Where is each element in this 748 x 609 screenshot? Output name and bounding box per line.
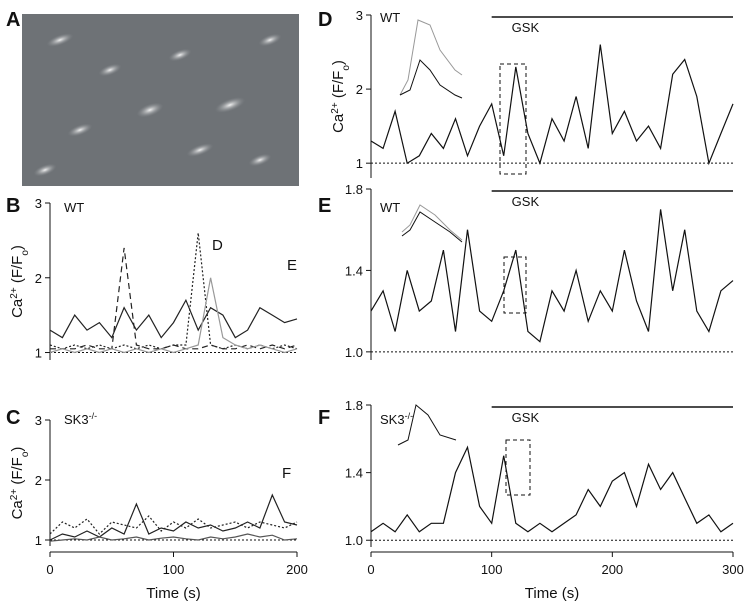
trace [49, 533, 298, 542]
x-tick-label: 0 [367, 562, 374, 577]
trace [49, 277, 298, 354]
x-axis-label: Time (s) [146, 585, 200, 602]
x-tick-label: 100 [163, 562, 185, 577]
y-axis-label: Ca2+ (F/Fo) [330, 60, 352, 133]
y-tick-label: 1.4 [345, 466, 363, 481]
condition-label-part: SK3 [64, 412, 89, 427]
panel-label: D [318, 9, 332, 31]
treatment-label: GSK [512, 194, 540, 209]
y-tick-label: 1.8 [345, 398, 363, 413]
treatment-label: GSK [512, 20, 540, 35]
y-axis-label-part: o [341, 65, 352, 71]
y-axis-label-part: 2+ [9, 287, 20, 299]
inset-trace [401, 204, 463, 241]
panel-label: A [6, 9, 20, 31]
x-tick-label: 300 [722, 562, 744, 577]
zoom-box [499, 63, 527, 175]
panel-label: E [318, 195, 331, 217]
panel-label: C [6, 407, 20, 429]
y-axis-label-part: 2+ [330, 102, 341, 114]
treatment-label: GSK [512, 410, 540, 425]
y-tick-label: 3 [35, 413, 42, 428]
trace [370, 445, 734, 533]
y-tick-label: 1 [35, 533, 42, 548]
y-axis-label: Ca2+ (F/Fo) [9, 447, 31, 520]
y-tick-label: 3 [35, 196, 42, 211]
x-axis-label: Time (s) [525, 585, 579, 602]
y-axis-label-part: ) [9, 447, 26, 452]
y-axis-label-part: Ca [9, 298, 26, 318]
y-axis-label-part: (F/F [330, 71, 347, 103]
micrograph [22, 14, 299, 186]
zoom-box [503, 256, 527, 314]
condition-label: WT [64, 200, 84, 215]
y-axis-label-part: Ca [9, 500, 26, 520]
condition-label: WT [380, 10, 400, 25]
trace-annotation: D [212, 237, 223, 254]
condition-label-part: SK3 [380, 412, 405, 427]
y-axis-label-part: ) [330, 60, 347, 65]
condition-label: WT [380, 200, 400, 215]
y-tick-label: 2 [35, 271, 42, 286]
trace-annotation: E [287, 257, 297, 274]
panel-label: F [318, 407, 330, 429]
y-axis-label-part: ) [9, 245, 26, 250]
trace [370, 44, 734, 166]
trace [50, 247, 298, 350]
condition-label: SK3-/- [380, 411, 413, 427]
inset-trace [401, 211, 463, 243]
trace [49, 232, 298, 350]
y-axis-label: Ca2+ (F/Fo) [9, 245, 31, 318]
x-tick-label: 200 [286, 562, 308, 577]
panel-label: B [6, 195, 20, 217]
inset-trace [399, 59, 463, 99]
y-axis-label-part: (F/F [9, 256, 26, 288]
y-tick-label: 3 [356, 8, 363, 23]
inset-trace [399, 19, 463, 96]
x-tick-label: 100 [481, 562, 503, 577]
y-tick-label: 1 [356, 156, 363, 171]
y-tick-label: 2 [35, 473, 42, 488]
condition-label: SK3-/- [64, 411, 97, 427]
y-axis-label-part: o [20, 451, 31, 457]
trace [370, 209, 734, 343]
y-tick-label: 1.0 [345, 345, 363, 360]
x-tick-label: 0 [46, 562, 53, 577]
y-tick-label: 2 [356, 82, 363, 97]
trace-annotation: F [282, 465, 291, 482]
x-tick-label: 200 [601, 562, 623, 577]
trace [49, 493, 298, 541]
trace [49, 515, 298, 535]
y-tick-label: 1.0 [345, 533, 363, 548]
zoom-box [505, 439, 531, 496]
condition-label-part: -/- [405, 411, 414, 421]
y-tick-label: 1 [35, 346, 42, 361]
y-tick-label: 1.8 [345, 182, 363, 197]
y-axis-label-part: (F/F [9, 457, 26, 489]
y-axis-label-part: Ca [330, 113, 347, 133]
inset-trace [397, 404, 457, 446]
condition-label-part: -/- [89, 411, 98, 421]
y-tick-label: 1.4 [345, 263, 363, 278]
y-axis-label-part: o [20, 250, 31, 256]
y-axis-label-part: 2+ [9, 489, 20, 501]
trace [49, 298, 298, 339]
